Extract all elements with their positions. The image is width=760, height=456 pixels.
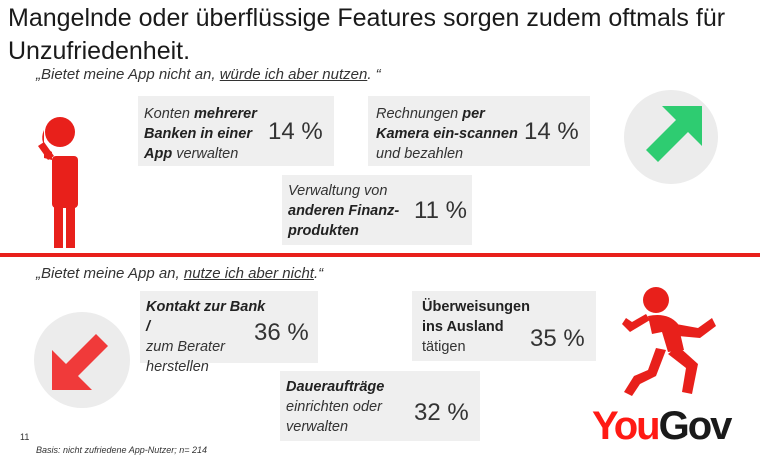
feature-label: Verwaltung von anderen Finanz- produkten: [288, 183, 400, 239]
quote-bottom-end: .“: [313, 265, 324, 282]
quote-top-end: . “: [367, 66, 381, 83]
page-title: Mangelnde oder überflüssige Features sor…: [8, 4, 726, 65]
quote-bottom: „Bietet meine App an, nutze ich aber nic…: [36, 265, 323, 282]
basis-note: Basis: nicht zufriedene App-Nutzer; n= 2…: [36, 445, 208, 455]
page-number: 11: [20, 432, 30, 442]
feature-box-camera-scan: Rechnungen per Kamera ein-scannen und be…: [368, 96, 590, 166]
feature-label: Rechnungen per Kamera ein-scannen und be…: [376, 106, 518, 162]
feature-label: Konten mehrerer Banken in einer App verw…: [144, 106, 257, 162]
feature-label: Daueraufträge einrichten oder verwalten: [286, 379, 385, 435]
feature-percent: 32 %: [414, 399, 469, 426]
quote-top: „Bietet meine App nicht an, würde ich ab…: [36, 66, 381, 83]
feature-label: Überweisungen ins Ausland tätigen: [422, 299, 530, 355]
quote-top-text: „Bietet meine App nicht an,: [36, 66, 220, 83]
feature-percent: 11 %: [414, 197, 467, 224]
feature-box-standing-orders: Daueraufträge einrichten oder verwalten …: [280, 371, 480, 441]
feature-box-bank-contact: Kontakt zur Bank / zum Berater herstelle…: [140, 291, 318, 375]
feature-percent: 14 %: [524, 118, 579, 145]
yougov-logo: YouGov: [592, 404, 732, 448]
quote-bottom-text: „Bietet meine App an,: [36, 265, 184, 282]
quote-top-underlined: würde ich aber nutzen: [219, 66, 368, 83]
arrow-up-right-icon: [646, 106, 702, 162]
feature-box-foreign-transfer: Überweisungen ins Ausland tätigen 35 %: [412, 291, 596, 361]
feature-box-multi-bank: Konten mehrerer Banken in einer App verw…: [138, 96, 334, 166]
section-divider: [0, 253, 760, 257]
feature-label: Kontakt zur Bank / zum Berater herstelle…: [146, 299, 266, 375]
feature-percent: 14 %: [268, 118, 323, 145]
feature-percent: 36 %: [254, 319, 309, 346]
feature-percent: 35 %: [530, 325, 585, 352]
arrow-down-left-icon: [52, 334, 108, 390]
feature-box-other-finance: Verwaltung von anderen Finanz- produkten…: [282, 175, 472, 245]
running-person-icon: [622, 287, 716, 396]
quote-bottom-underlined: nutze ich aber nicht: [183, 265, 314, 282]
thinking-person-icon: [38, 117, 78, 248]
